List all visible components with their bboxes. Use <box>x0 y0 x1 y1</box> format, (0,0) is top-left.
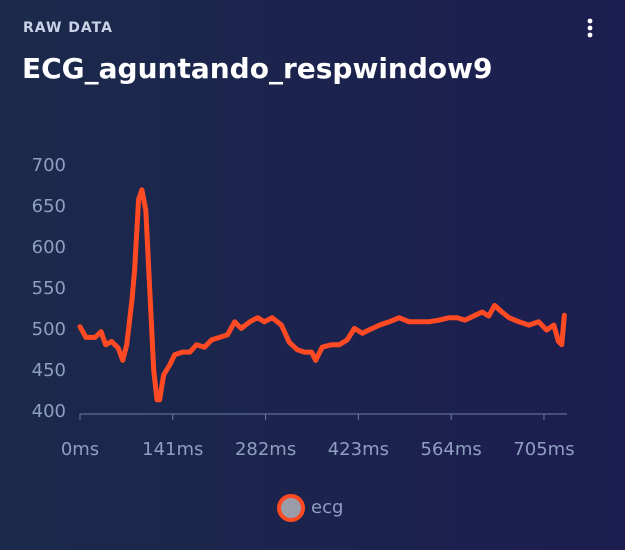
x-tick-label: 564ms <box>421 439 482 460</box>
x-tick-label: 282ms <box>235 439 296 460</box>
y-tick-label: 550 <box>32 278 66 299</box>
x-tick-label: 705ms <box>513 439 574 460</box>
x-tick-label: 423ms <box>328 439 389 460</box>
y-tick-label: 450 <box>32 360 66 381</box>
card-kicker: RAW DATA <box>23 20 113 36</box>
y-tick-label: 500 <box>32 319 66 340</box>
x-tick-label: 141ms <box>142 439 203 460</box>
menu-button[interactable] <box>586 18 594 38</box>
x-tick-label: 0ms <box>61 439 99 460</box>
data-line <box>77 187 567 403</box>
legend-label: ecg <box>311 497 343 518</box>
y-tick-label: 600 <box>32 237 66 258</box>
y-tick-label: 650 <box>32 196 66 217</box>
y-tick-label: 700 <box>32 155 66 176</box>
y-tick-label: 400 <box>32 401 66 422</box>
legend-marker <box>277 494 305 522</box>
card-title: ECG_aguntando_respwindow9 <box>22 52 493 85</box>
